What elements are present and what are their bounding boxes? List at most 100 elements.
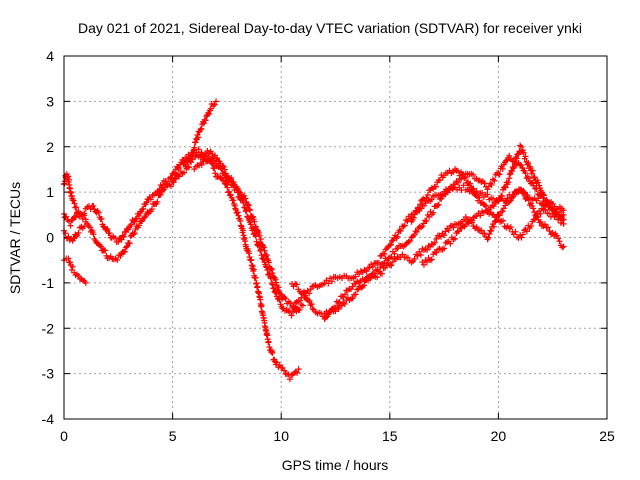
data-point <box>139 217 146 224</box>
data-point <box>269 270 276 277</box>
data-point <box>422 217 429 224</box>
data-point <box>490 223 497 230</box>
data-point <box>489 176 496 183</box>
data-point <box>485 234 492 241</box>
data-point <box>523 228 530 235</box>
data-point <box>366 275 373 282</box>
data-point <box>252 223 259 230</box>
data-point <box>419 223 426 230</box>
data-point <box>197 126 204 133</box>
data-point <box>433 235 440 242</box>
data-point <box>517 142 524 149</box>
data-point <box>288 312 295 319</box>
data-point <box>481 202 488 209</box>
data-point <box>266 271 273 278</box>
data-point <box>341 300 348 307</box>
data-point <box>534 214 541 221</box>
y-tick-label: -2 <box>42 320 55 336</box>
data-point <box>295 307 302 314</box>
data-point <box>112 235 119 242</box>
data-point <box>557 219 564 226</box>
y-axis-label: SDTVAR / TECUs <box>7 182 23 294</box>
data-point <box>462 174 469 181</box>
data-point <box>70 197 77 204</box>
data-point <box>356 271 363 278</box>
data-point <box>456 172 463 179</box>
data-point <box>159 187 166 194</box>
data-point <box>329 305 336 312</box>
data-point <box>477 200 484 207</box>
data-point <box>354 286 361 293</box>
data-point <box>470 185 477 192</box>
data-point <box>460 182 467 189</box>
data-point <box>126 240 133 247</box>
data-point <box>369 263 376 270</box>
data-point <box>272 276 279 283</box>
y-tick-label: -1 <box>42 275 55 291</box>
data-point <box>484 207 491 214</box>
data-point <box>423 194 430 201</box>
data-point <box>500 217 507 224</box>
data-point <box>420 261 427 268</box>
data-point <box>168 174 175 181</box>
data-point <box>522 153 529 160</box>
data-point <box>220 163 227 170</box>
data-point <box>502 184 509 191</box>
data-point <box>195 134 202 141</box>
data-point <box>102 247 109 254</box>
data-point <box>443 188 450 195</box>
data-point <box>428 196 435 203</box>
y-tick-label: 3 <box>46 93 54 109</box>
data-point <box>195 146 202 153</box>
data-point <box>411 256 418 263</box>
data-point <box>553 211 560 218</box>
data-point <box>419 196 426 203</box>
data-point <box>234 209 241 216</box>
data-point <box>147 196 154 203</box>
data-point <box>433 249 440 256</box>
data-point <box>273 279 280 286</box>
data-point <box>235 212 242 219</box>
data-point <box>103 226 110 233</box>
data-point <box>141 214 148 221</box>
data-point <box>170 169 177 176</box>
data-point <box>478 227 485 234</box>
data-point <box>82 279 89 286</box>
data-point <box>263 252 270 259</box>
data-point <box>560 207 567 214</box>
data-point <box>332 304 339 311</box>
data-point <box>510 193 517 200</box>
data-point <box>382 246 389 253</box>
data-point <box>542 206 549 213</box>
data-point <box>400 223 407 230</box>
data-point <box>412 228 419 235</box>
data-point <box>249 227 256 234</box>
data-point <box>363 268 370 275</box>
data-point <box>135 222 142 229</box>
data-point <box>258 252 265 259</box>
data-point <box>277 290 284 297</box>
data-point <box>479 189 486 196</box>
data-point <box>95 209 102 216</box>
data-point <box>191 144 198 151</box>
data-point <box>515 151 522 158</box>
data-point <box>422 197 429 204</box>
data-point <box>403 216 410 223</box>
data-point <box>388 262 395 269</box>
data-point <box>242 208 249 215</box>
data-point <box>539 191 546 198</box>
data-point <box>67 222 74 229</box>
data-point <box>512 228 519 235</box>
data-point <box>507 224 514 231</box>
data-point <box>130 231 137 238</box>
data-point <box>226 188 233 195</box>
data-point <box>481 230 488 237</box>
data-points <box>61 98 567 383</box>
data-point <box>499 208 506 215</box>
data-point <box>295 366 302 373</box>
data-point <box>465 220 472 227</box>
data-point <box>432 183 439 190</box>
data-point <box>65 176 72 183</box>
data-point <box>414 252 421 259</box>
data-point <box>549 210 556 217</box>
